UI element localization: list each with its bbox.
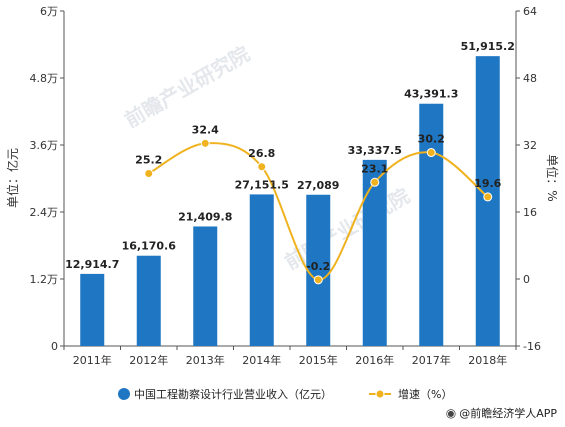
y-left-tick-label: 3.6万 <box>30 139 59 152</box>
x-tick-label: 2012年 <box>129 353 168 367</box>
legend-bar-label: 中国工程勘察设计行业营业收入（亿元） <box>134 387 332 401</box>
bar-data-label: 33,337.5 <box>348 144 402 157</box>
x-tick-label: 2018年 <box>468 353 507 367</box>
bar-data-label: 27,151.5 <box>235 178 289 191</box>
growth-data-label: 32.4 <box>192 123 219 136</box>
y-right-tick-label: 64 <box>523 5 537 18</box>
bar-data-label: 51,915.2 <box>461 40 515 53</box>
growth-point <box>313 275 323 285</box>
y-left-tick-label: 0 <box>51 340 58 353</box>
x-tick-label: 2014年 <box>242 353 281 367</box>
bar <box>362 159 387 346</box>
y-left-tick-label: 4.8万 <box>30 72 59 85</box>
legend-line-marker <box>375 389 385 399</box>
legend-line-label: 增速（%） <box>398 387 452 401</box>
plot-area: 0 1.2万 2.4万 3.6万 4.8万 6万 -16 0 16 32 48 64 单位：亿元 单位：%… <box>5 5 560 367</box>
growth-data-label: 19.6 <box>474 177 501 190</box>
bar <box>419 103 444 347</box>
growth-point <box>483 192 493 202</box>
bar <box>306 194 331 346</box>
x-tick-label: 2013年 <box>186 353 225 367</box>
growth-point <box>426 148 436 158</box>
x-tick-label: 2011年 <box>73 353 112 367</box>
y-right-tick-label: 48 <box>523 72 537 85</box>
legend: 中国工程勘察设计行业营业收入（亿元） 增速（%） <box>118 387 452 401</box>
x-tick-label: 2015年 <box>299 353 338 367</box>
bar <box>136 255 161 346</box>
growth-point <box>370 177 380 187</box>
bar <box>80 273 105 346</box>
legend-bar-swatch <box>118 388 130 400</box>
x-tick-label: 2017年 <box>412 353 451 367</box>
y-right-tick-label: 32 <box>523 139 537 152</box>
growth-data-label: 26.8 <box>248 147 275 160</box>
y-left-tick-label: 1.2万 <box>30 273 59 286</box>
watermark: 前瞻产业研究院 <box>121 42 254 133</box>
growth-data-label: 23.1 <box>361 162 388 175</box>
watermark: 前瞻产业研究院 <box>281 184 414 275</box>
y-right-tick-label: -16 <box>523 340 541 353</box>
bar-data-label: 27,089 <box>297 179 339 192</box>
bar-data-label: 21,409.8 <box>178 210 232 223</box>
bar-data-label: 12,914.7 <box>65 258 119 271</box>
x-tick-label: 2016年 <box>355 353 394 367</box>
growth-data-label: 30.2 <box>418 133 445 146</box>
y-left-axis-title: 单位：亿元 <box>5 148 20 208</box>
bar-data-label: 43,391.3 <box>404 88 458 101</box>
y-right-axis-title: 单位：% <box>545 154 560 201</box>
growth-point <box>200 138 210 148</box>
growth-data-label: -0.2 <box>306 260 330 273</box>
bar-data-label: 16,170.6 <box>122 240 177 253</box>
growth-point <box>257 162 267 172</box>
brand: ◉ @前瞻经济学人APP <box>446 405 557 421</box>
bar <box>193 226 218 346</box>
y-left-tick-label: 6万 <box>40 5 58 18</box>
brand-text: @前瞻经济学人APP <box>459 407 557 420</box>
bar <box>249 194 274 346</box>
growth-point <box>144 168 154 178</box>
y-right-tick-label: 0 <box>523 273 530 286</box>
y-left-tick-label: 2.4万 <box>30 206 59 219</box>
weibo-icon: ◉ <box>445 406 457 420</box>
y-right-tick-label: 16 <box>523 206 537 219</box>
growth-data-label: 25.2 <box>135 153 162 166</box>
